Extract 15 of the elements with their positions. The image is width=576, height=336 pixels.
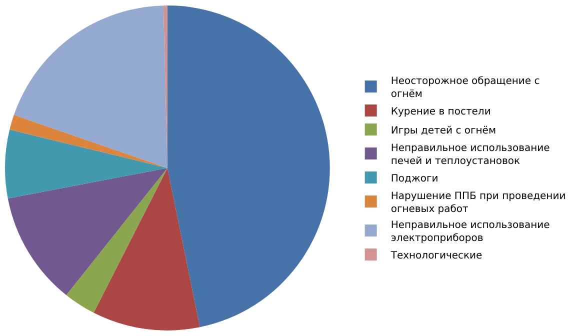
pie-slice [167,6,330,328]
legend-label: Неправильное использование печей и теплоустановок [390,142,550,167]
legend-label: Неправильное использование электроприборов [390,220,550,244]
legend-label: Нарушение ППБ при проведении огневых работ [390,190,566,215]
pie-slice [66,168,168,313]
legend-label: Курение в постели [390,106,491,118]
pie-slice [5,130,168,198]
pie-slice [8,168,168,296]
legend-label: Поджоги [390,173,438,184]
pie-slice [14,6,168,168]
pie-slice [94,168,200,330]
legend-label: Неосторожное обращение с огнём [390,76,540,100]
pie-slice [10,114,168,168]
legend-label: Технологические [390,250,482,262]
legend-label: Игры детей с огнём [390,125,496,136]
